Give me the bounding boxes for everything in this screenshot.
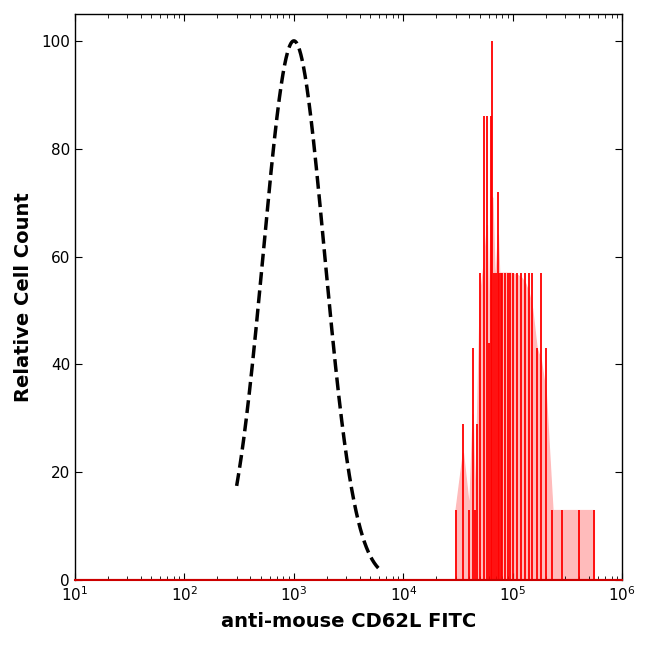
Y-axis label: Relative Cell Count: Relative Cell Count bbox=[14, 192, 33, 402]
X-axis label: anti-mouse CD62L FITC: anti-mouse CD62L FITC bbox=[221, 612, 476, 631]
